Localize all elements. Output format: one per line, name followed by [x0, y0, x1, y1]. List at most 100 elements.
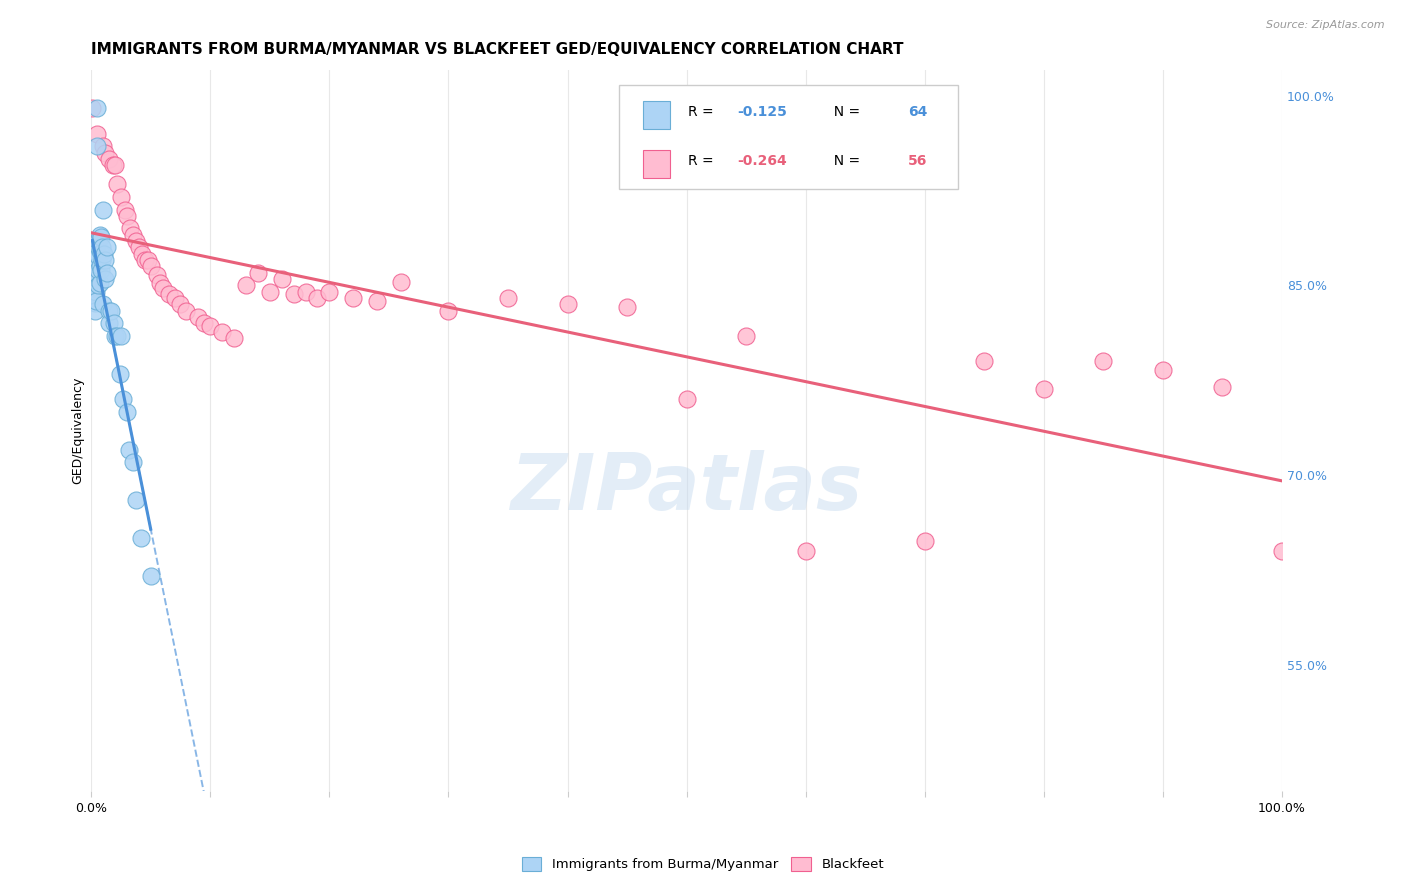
Point	[87, 234, 110, 248]
Legend: Immigrants from Burma/Myanmar, Blackfeet: Immigrants from Burma/Myanmar, Blackfeet	[516, 852, 890, 877]
Point	[121, 227, 143, 242]
Point	[82, 101, 104, 115]
Point	[100, 303, 122, 318]
Y-axis label: GED/Equivalency: GED/Equivalency	[72, 377, 84, 484]
Point	[83, 291, 105, 305]
Point	[83, 260, 105, 274]
Text: 56: 56	[908, 154, 927, 168]
FancyBboxPatch shape	[619, 85, 957, 189]
Point	[89, 243, 111, 257]
Point	[90, 245, 112, 260]
Point	[139, 260, 162, 274]
Point	[91, 297, 114, 311]
Point	[342, 291, 364, 305]
Point	[222, 331, 245, 345]
Point	[131, 246, 153, 260]
Point	[128, 240, 150, 254]
Point	[118, 442, 141, 457]
Point	[82, 285, 104, 299]
Point	[1032, 382, 1054, 396]
Point	[94, 253, 117, 268]
Point	[1152, 363, 1174, 377]
Point	[108, 367, 131, 381]
Point	[163, 291, 186, 305]
Point	[675, 392, 697, 407]
Point	[157, 287, 180, 301]
Point	[101, 158, 124, 172]
Point	[105, 178, 128, 192]
Point	[294, 285, 316, 299]
Point	[115, 209, 138, 223]
Point	[87, 249, 110, 263]
Point	[83, 303, 105, 318]
Text: -0.125: -0.125	[738, 105, 787, 119]
Point	[86, 139, 108, 153]
Point	[120, 221, 142, 235]
Point	[152, 281, 174, 295]
Point	[104, 158, 127, 172]
Point	[86, 101, 108, 115]
Point	[84, 293, 107, 308]
Point	[112, 392, 135, 407]
Point	[82, 253, 104, 268]
Point	[82, 266, 104, 280]
Point	[98, 316, 121, 330]
Point	[169, 297, 191, 311]
Point	[83, 266, 105, 280]
Point	[110, 329, 132, 343]
Point	[89, 260, 111, 274]
Point	[83, 281, 105, 295]
Text: N =: N =	[824, 154, 865, 168]
Point	[91, 139, 114, 153]
Point	[87, 263, 110, 277]
Point	[103, 316, 125, 330]
Point	[270, 272, 292, 286]
Point	[84, 285, 107, 299]
Text: ZIPatlas: ZIPatlas	[510, 450, 863, 526]
Point	[115, 405, 138, 419]
Point	[94, 272, 117, 286]
Point	[86, 272, 108, 286]
Point	[114, 202, 136, 217]
Point	[84, 253, 107, 268]
Point	[83, 246, 105, 260]
Point	[93, 246, 115, 260]
Point	[84, 276, 107, 290]
Point	[211, 325, 233, 339]
Point	[94, 145, 117, 160]
Point	[83, 278, 105, 293]
Point	[259, 285, 281, 299]
Point	[437, 303, 460, 318]
Point	[96, 266, 118, 280]
Point	[283, 287, 305, 301]
Point	[616, 300, 638, 314]
Point	[193, 316, 215, 330]
Point	[90, 253, 112, 268]
Point	[83, 288, 105, 302]
Point	[83, 272, 105, 286]
Point	[98, 303, 121, 318]
Point	[125, 234, 148, 248]
Point	[389, 275, 412, 289]
Point	[91, 202, 114, 217]
Point	[307, 291, 329, 305]
Text: R =: R =	[688, 105, 717, 119]
Point	[86, 127, 108, 141]
Point	[104, 329, 127, 343]
Point	[96, 240, 118, 254]
Point	[87, 278, 110, 293]
Point	[86, 260, 108, 274]
Point	[90, 230, 112, 244]
Point	[149, 276, 172, 290]
Point	[90, 240, 112, 254]
Point	[89, 227, 111, 242]
Point	[735, 329, 758, 343]
Point	[83, 272, 105, 286]
Point	[914, 533, 936, 548]
Point	[83, 260, 105, 274]
Point	[125, 493, 148, 508]
Point	[83, 296, 105, 310]
Point	[496, 291, 519, 305]
Point	[98, 152, 121, 166]
Point	[89, 276, 111, 290]
